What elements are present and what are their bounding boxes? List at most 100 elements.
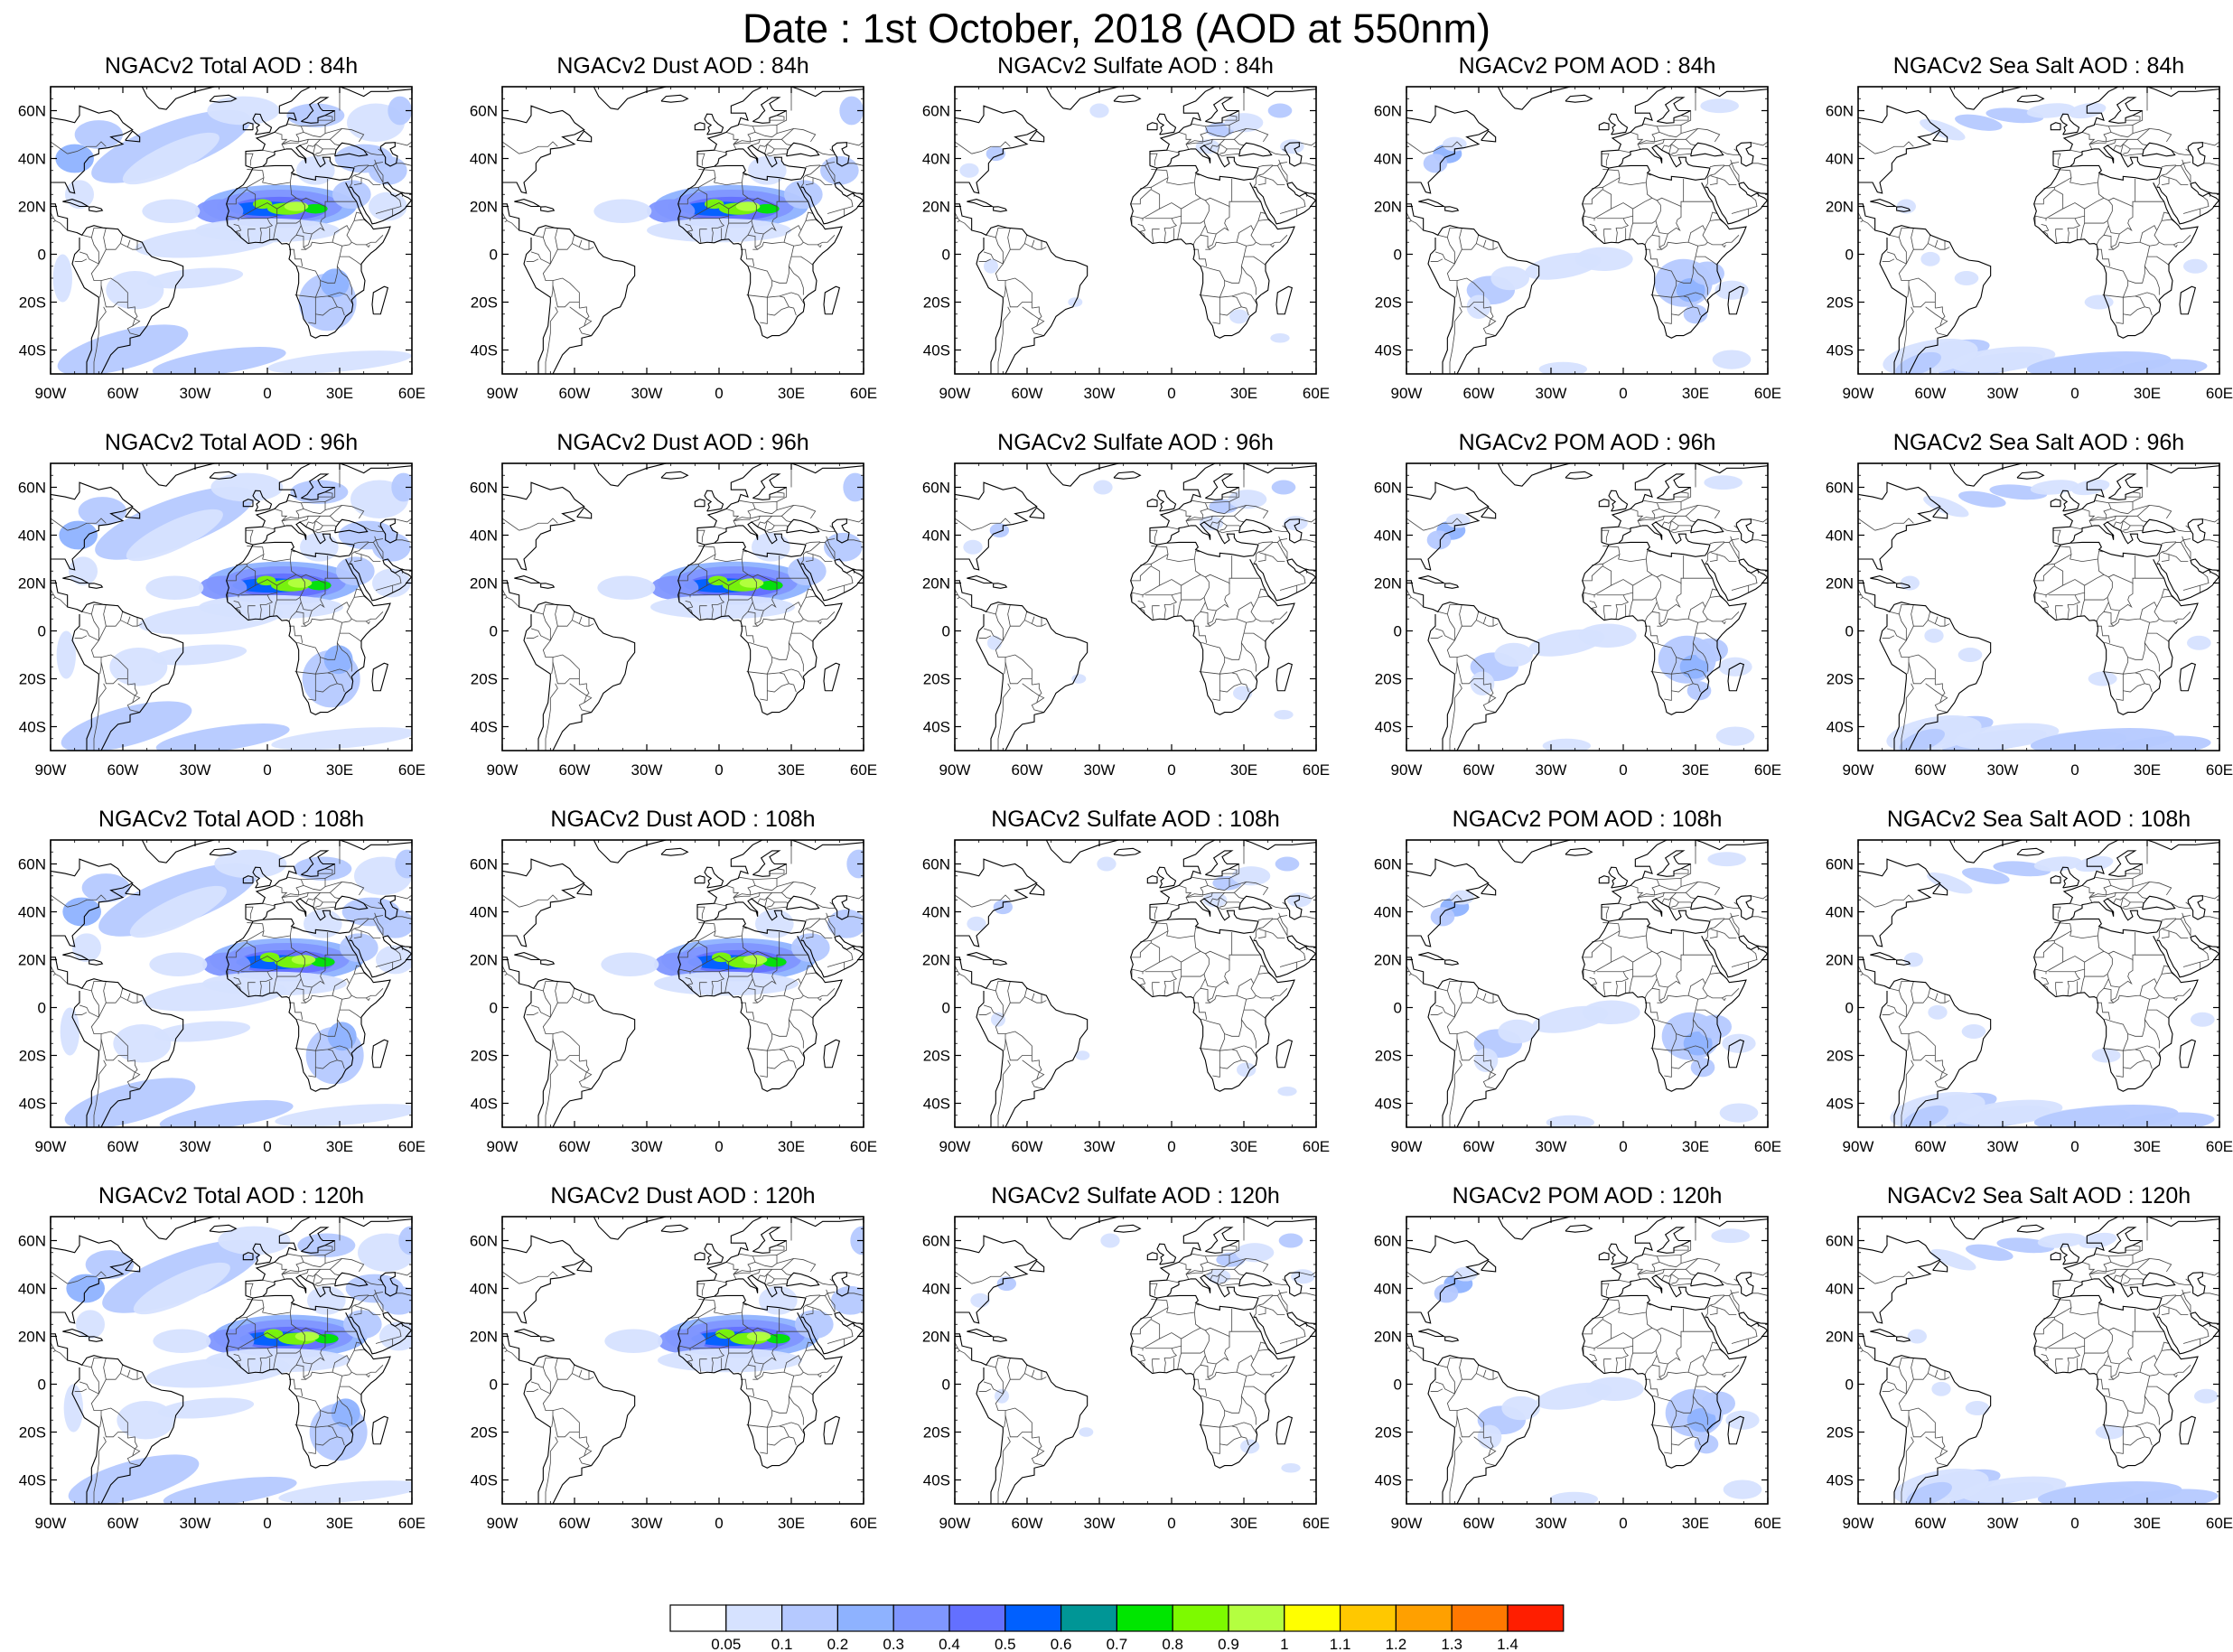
lat-tick-label: 20S: [19, 294, 46, 312]
coastline: [2052, 1274, 2163, 1311]
coastline: [593, 840, 667, 863]
country-border: [1253, 919, 1288, 941]
country-border: [2173, 235, 2191, 246]
aod-shading: [987, 635, 1002, 650]
country-border: [51, 588, 56, 598]
country-border: [798, 1048, 806, 1059]
country-border: [754, 241, 795, 257]
panel-title: NGACv2 Total AOD : 96h: [104, 430, 359, 455]
country-border: [93, 683, 107, 751]
lon-tick-label: 60W: [107, 1138, 139, 1155]
country-border: [1181, 197, 1201, 210]
aod-shading: [278, 1480, 412, 1504]
lon-tick-label: 60E: [850, 385, 877, 402]
country-border: [2068, 1348, 2081, 1358]
country-border: [2080, 222, 2086, 239]
lat-tick-label: 60N: [470, 103, 498, 120]
coastline: [540, 206, 556, 212]
country-border: [752, 1254, 778, 1268]
aod-shading: [210, 472, 284, 502]
country-border: [324, 1240, 336, 1255]
country-border: [2122, 1395, 2145, 1428]
country-border: [1645, 932, 1685, 961]
coastline: [786, 895, 820, 910]
country-border: [353, 1294, 369, 1298]
country-border: [1651, 233, 1668, 248]
country-border: [353, 918, 369, 921]
country-border: [1898, 1393, 1910, 1428]
lat-tick-label: 20N: [1826, 1329, 1854, 1346]
country-border: [545, 1059, 558, 1127]
country-border: [955, 518, 972, 531]
country-border: [1193, 932, 1233, 961]
country-border: [995, 1393, 1006, 1428]
country-border: [955, 965, 960, 975]
country-border: [120, 620, 143, 627]
country-border: [800, 919, 836, 941]
coastline: [334, 142, 369, 157]
country-border: [1925, 306, 1946, 320]
country-border: [2171, 149, 2191, 155]
country-border: [750, 138, 792, 146]
aod-shading: [199, 575, 248, 601]
country-border: [1934, 1071, 1948, 1089]
country-border: [2139, 602, 2178, 625]
lat-tick-label: 40N: [470, 1281, 498, 1298]
aod-shading: [369, 155, 407, 185]
country-border: [308, 1050, 316, 1078]
coastline: [51, 858, 134, 947]
coastline: [2050, 875, 2061, 884]
coastline: [955, 580, 1088, 751]
country-border: [1004, 654, 1032, 686]
aod-shading: [68, 1454, 200, 1504]
coastline: [334, 1272, 369, 1287]
country-border: [2097, 927, 2103, 937]
coastline: [2052, 840, 2219, 919]
country-border: [2123, 306, 2153, 316]
country-border: [2126, 868, 2141, 874]
lon-tick-label: 30E: [1230, 1515, 1257, 1532]
aod-shading: [839, 96, 864, 126]
country-border: [2149, 1371, 2160, 1377]
country-border: [1654, 515, 1696, 523]
country-border: [826, 159, 836, 182]
country-border: [1752, 1283, 1768, 1296]
lat-tick-label: 60N: [1826, 480, 1854, 497]
country-border: [770, 491, 785, 498]
lon-tick-label: 0: [1167, 1515, 1175, 1532]
country-border: [353, 177, 362, 186]
country-border: [103, 1358, 124, 1380]
aod-shading: [388, 96, 412, 126]
country-border: [2182, 159, 2191, 182]
country-border: [375, 584, 393, 591]
country-border: [349, 165, 384, 188]
country-border: [1645, 1309, 1685, 1338]
lon-tick-label: 60E: [1303, 1515, 1330, 1532]
country-border: [305, 144, 316, 151]
country-border: [324, 110, 336, 126]
country-border: [1592, 922, 1621, 943]
country-border: [1219, 266, 1242, 298]
country-border: [1007, 604, 1028, 627]
country-border: [1860, 1349, 1875, 1361]
lon-tick-label: 30E: [326, 385, 353, 402]
coastline: [2052, 1217, 2219, 1296]
country-border: [1459, 604, 1480, 627]
country-border: [1234, 1257, 1269, 1273]
colorbar-label: 0.3: [883, 1636, 904, 1652]
coastline: [245, 840, 412, 919]
country-border: [1296, 1323, 1306, 1347]
country-border: [1709, 174, 1737, 186]
country-border: [545, 306, 558, 374]
country-border: [1939, 1071, 1948, 1080]
country-border: [757, 1274, 768, 1281]
country-border: [90, 990, 99, 1018]
country-border: [281, 1253, 304, 1274]
country-border: [760, 297, 768, 324]
lon-tick-label: 30E: [326, 761, 353, 779]
country-border: [1709, 928, 1737, 939]
country-border: [100, 1407, 128, 1439]
country-border: [751, 200, 778, 235]
country-border: [289, 1002, 304, 1020]
country-border: [2132, 1240, 2144, 1255]
